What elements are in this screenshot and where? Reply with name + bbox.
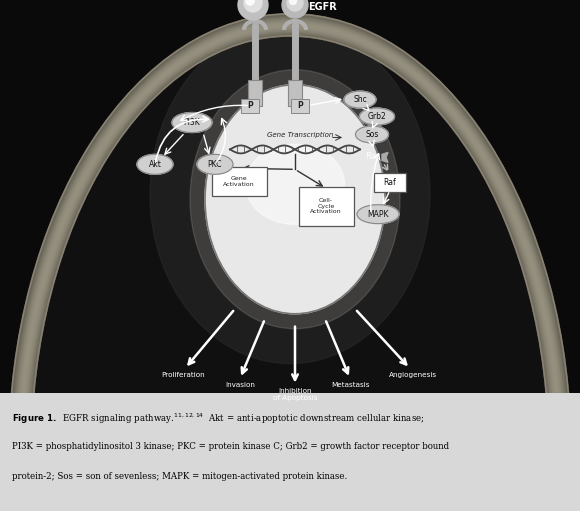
Ellipse shape xyxy=(287,0,303,11)
Ellipse shape xyxy=(246,0,254,5)
Ellipse shape xyxy=(197,154,233,174)
Text: $\mathbf{Figure}$ $\mathbf{1.}$  EGFR signaling pathway.$^{11,12,14}$  Akt = ant: $\mathbf{Figure}$ $\mathbf{1.}$ EGFR sig… xyxy=(12,411,424,426)
Text: MAPK: MAPK xyxy=(367,210,389,219)
Ellipse shape xyxy=(150,25,430,364)
Ellipse shape xyxy=(344,91,376,108)
Text: protein-2; Sos = son of sevenless; MAPK = mitogen-activated protein kinase.: protein-2; Sos = son of sevenless; MAPK … xyxy=(12,472,347,480)
Text: Grb2: Grb2 xyxy=(368,112,386,121)
Text: Cell-
Cycle
Activation: Cell- Cycle Activation xyxy=(310,198,342,215)
Polygon shape xyxy=(382,152,388,162)
Text: Gene Transcription: Gene Transcription xyxy=(267,131,333,137)
Ellipse shape xyxy=(289,0,296,5)
Text: PI3K: PI3K xyxy=(184,118,200,127)
FancyBboxPatch shape xyxy=(248,80,262,106)
Text: P: P xyxy=(247,101,253,110)
Text: Akt: Akt xyxy=(148,160,161,169)
Ellipse shape xyxy=(172,112,212,132)
FancyBboxPatch shape xyxy=(241,99,259,112)
Text: Gene
Activation: Gene Activation xyxy=(223,176,255,187)
FancyBboxPatch shape xyxy=(291,99,309,112)
Ellipse shape xyxy=(238,0,268,20)
Ellipse shape xyxy=(245,144,345,224)
Ellipse shape xyxy=(32,37,548,511)
FancyBboxPatch shape xyxy=(374,173,406,192)
Text: Inhibition
of Apoptosis: Inhibition of Apoptosis xyxy=(273,388,317,402)
FancyBboxPatch shape xyxy=(299,187,353,226)
Text: Shc: Shc xyxy=(353,95,367,104)
Ellipse shape xyxy=(357,205,399,224)
Text: PI3K = phosphatidylinositol 3 kinase; PKC = protein kinase C; Grb2 = growth fact: PI3K = phosphatidylinositol 3 kinase; PK… xyxy=(12,442,449,451)
Ellipse shape xyxy=(360,108,394,125)
FancyBboxPatch shape xyxy=(288,80,302,106)
Ellipse shape xyxy=(356,126,389,143)
Text: Ras: Ras xyxy=(365,152,380,161)
Ellipse shape xyxy=(20,25,560,511)
Text: Proliferation: Proliferation xyxy=(161,371,205,378)
Text: EGFR: EGFR xyxy=(308,2,337,12)
FancyBboxPatch shape xyxy=(212,167,266,196)
Text: Invasion: Invasion xyxy=(225,382,255,387)
Ellipse shape xyxy=(282,0,308,18)
Ellipse shape xyxy=(205,85,385,314)
Text: P: P xyxy=(297,101,303,110)
Text: PKC: PKC xyxy=(208,160,222,169)
Text: Angiogenesis: Angiogenesis xyxy=(389,371,437,378)
Text: Sos: Sos xyxy=(365,130,379,139)
Text: Raf: Raf xyxy=(383,178,396,187)
Ellipse shape xyxy=(137,154,173,174)
Ellipse shape xyxy=(190,69,400,329)
Ellipse shape xyxy=(244,0,262,12)
Text: Metastasis: Metastasis xyxy=(332,382,370,387)
